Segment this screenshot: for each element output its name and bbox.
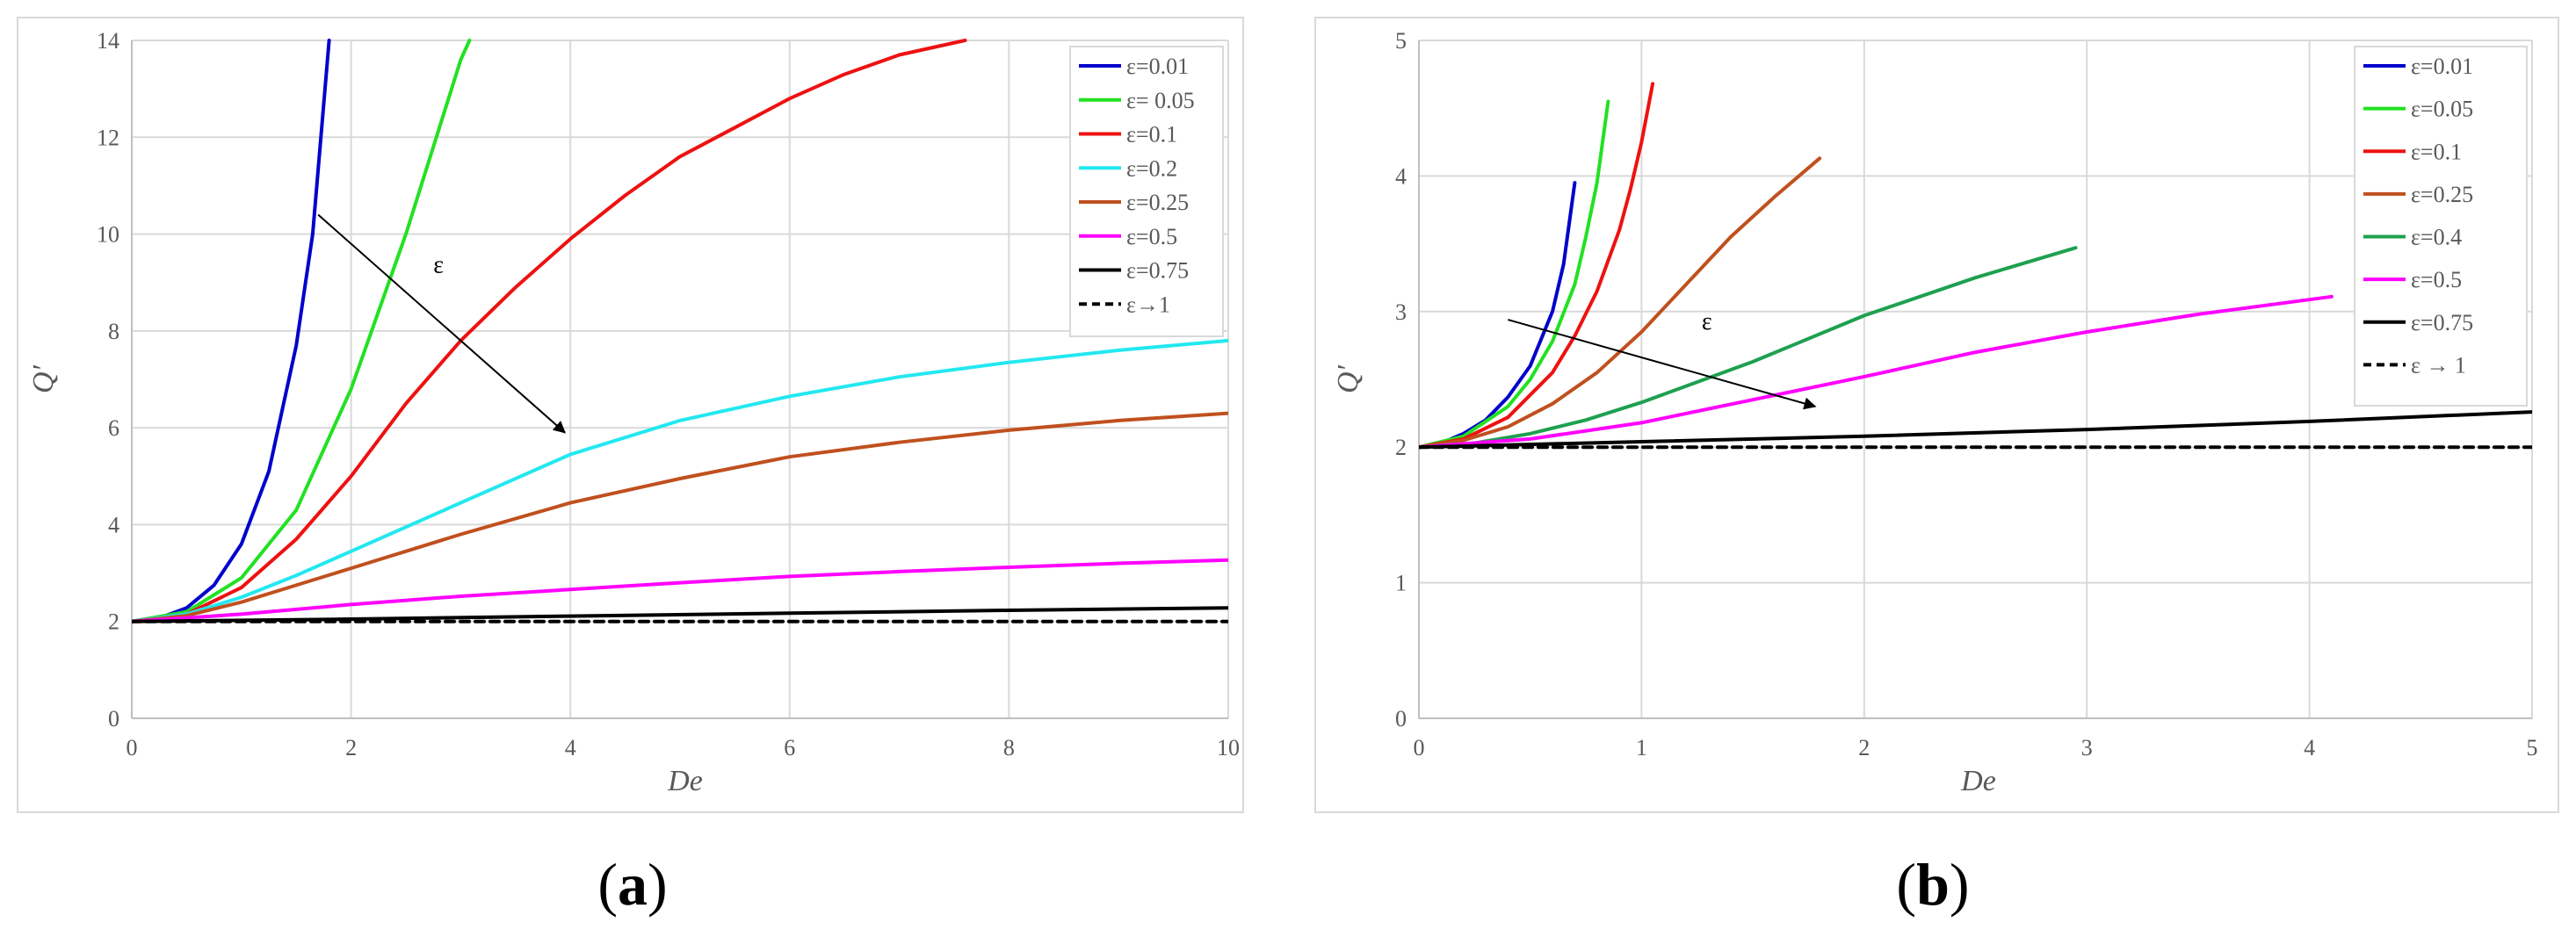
y-tick-label: 1	[1395, 571, 1407, 596]
x-tick-label: 8	[1003, 735, 1015, 760]
legend-entry: ε=0.5	[2411, 267, 2462, 292]
legend-entry: ε=0.01	[1126, 54, 1189, 79]
x-tick-label: 2	[1858, 735, 1870, 760]
legend-entry: ε → 1	[2411, 352, 2466, 378]
series-line	[132, 39, 472, 623]
x-tick-label: 3	[2081, 735, 2093, 760]
series-line	[1419, 99, 1610, 450]
y-tick-label: 2	[108, 609, 119, 635]
legend-entry: ε=0.25	[2411, 182, 2473, 207]
chart-panel-b: 0 1 2 3 4 5 0 1 2 3 4 5 ε ε=0.01 ε=0.05 ε=0.1 ε=0.25 ε=0.…	[1314, 17, 2559, 813]
x-tick-label: 1	[1636, 735, 1647, 760]
chart-frame	[1314, 17, 2559, 813]
x-tick-label: 0	[127, 735, 138, 760]
chart-frame	[17, 17, 1244, 813]
epsilon-annotation: ε	[1702, 308, 1712, 335]
legend-entry: ε=0.25	[1126, 190, 1189, 215]
y-tick-label: 5	[1395, 28, 1407, 54]
series-line	[132, 411, 1228, 623]
y-tick-label: 0	[108, 706, 119, 731]
legend-entry: ε=0.75	[2411, 310, 2473, 335]
y-tick-label: 6	[108, 415, 119, 441]
legend-entry: ε=0.1	[2411, 139, 2462, 164]
chart-panel-a: 0 2 4 6 8 10 12 14 0 2 4 6 8 10 ε ε=0.01 ε= 0.05 ε=0.1 ε=0…	[17, 17, 1244, 813]
legend-box	[1069, 46, 1224, 337]
y-tick-label: 2	[1395, 435, 1407, 460]
x-tick-label: 10	[1217, 735, 1240, 760]
y-tick-label: 14	[97, 28, 119, 54]
series-line	[132, 39, 967, 623]
legend-entry: ε=0.5	[1126, 224, 1177, 249]
y-tick-label: 12	[97, 125, 119, 150]
series-line	[1419, 156, 1822, 450]
x-tick-label: 0	[1414, 735, 1425, 760]
y-tick-label: 0	[1395, 706, 1407, 731]
series-line	[1419, 294, 2334, 450]
x-tick-label: 4	[2304, 735, 2315, 760]
x-tick-label: 4	[565, 735, 576, 760]
legend-entry: ε→1	[1126, 292, 1170, 317]
x-tick-label: 2	[345, 735, 357, 760]
y-tick-label: 8	[108, 319, 119, 344]
y-tick-label: 4	[108, 512, 119, 537]
series-line	[132, 338, 1228, 623]
legend-entry: ε=0.75	[1126, 258, 1189, 284]
panel-label-b: (b)	[1896, 851, 1970, 918]
panel-label-a: (a)	[597, 851, 668, 918]
epsilon-annotation: ε	[433, 252, 444, 279]
series-line	[132, 558, 1228, 623]
series-line	[1419, 82, 1655, 450]
series-line	[1419, 410, 2532, 450]
series-line	[132, 606, 1228, 623]
y-tick-label: 10	[97, 222, 119, 248]
legend-entry: ε=0.1	[1126, 122, 1177, 148]
epsilon-arrow	[1508, 319, 1817, 410]
x-tick-label: 5	[2527, 735, 2538, 760]
legend-entry: ε=0.2	[1126, 155, 1177, 181]
legend-entry: ε=0.01	[2411, 54, 2473, 79]
x-axis-label: De	[1960, 765, 1996, 797]
legend-box	[2354, 46, 2528, 407]
y-tick-label: 3	[1395, 299, 1407, 325]
x-tick-label: 6	[784, 735, 795, 760]
legend-entry: ε=0.4	[2411, 225, 2462, 250]
legend-entry: ε= 0.05	[1126, 88, 1195, 113]
y-tick-label: 4	[1395, 163, 1407, 189]
y-axis-label: Q′	[1332, 364, 1364, 393]
legend-entry: ε=0.05	[2411, 97, 2473, 122]
x-axis-label: De	[667, 765, 703, 797]
epsilon-arrow	[317, 213, 567, 434]
y-axis-label: Q′	[27, 364, 60, 393]
